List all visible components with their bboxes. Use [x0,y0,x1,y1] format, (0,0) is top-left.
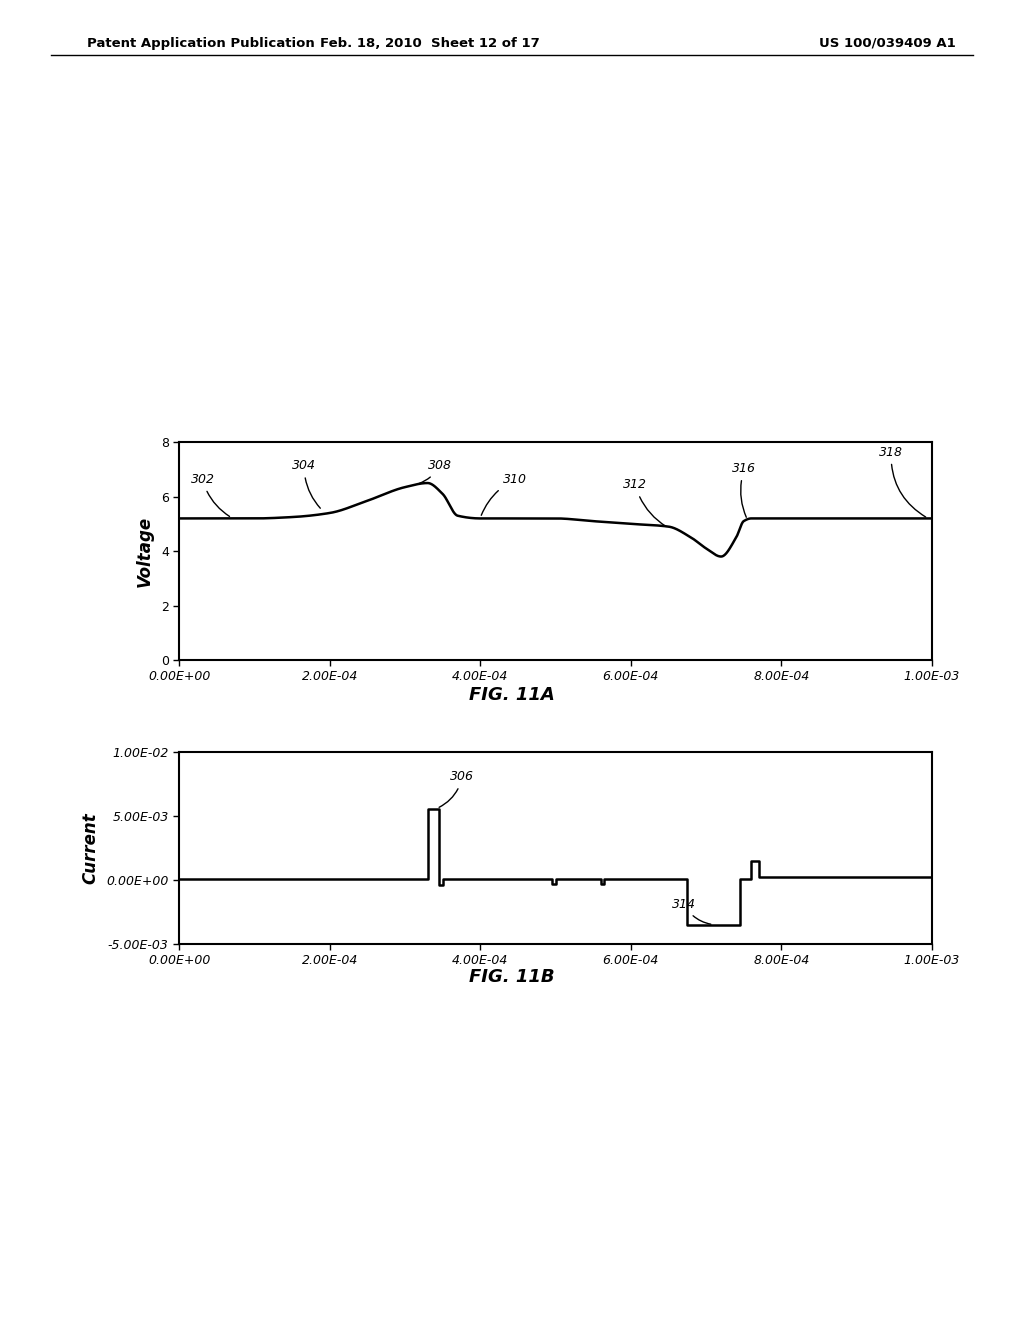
Text: 302: 302 [190,473,229,516]
Y-axis label: Current: Current [82,812,99,884]
Text: Patent Application Publication: Patent Application Publication [87,37,314,50]
Text: 306: 306 [439,771,474,808]
Text: 314: 314 [672,898,711,924]
Text: Feb. 18, 2010  Sheet 12 of 17: Feb. 18, 2010 Sheet 12 of 17 [321,37,540,50]
Text: 312: 312 [624,478,666,527]
Text: 304: 304 [292,459,321,508]
Text: 318: 318 [880,446,926,517]
Text: FIG. 11A: FIG. 11A [469,686,555,705]
Text: US 100/039409 A1: US 100/039409 A1 [819,37,956,50]
Text: 308: 308 [419,459,452,483]
Text: 316: 316 [732,462,757,517]
Y-axis label: Voltage: Voltage [136,516,154,586]
Text: 310: 310 [481,473,526,515]
Text: FIG. 11B: FIG. 11B [469,968,555,986]
